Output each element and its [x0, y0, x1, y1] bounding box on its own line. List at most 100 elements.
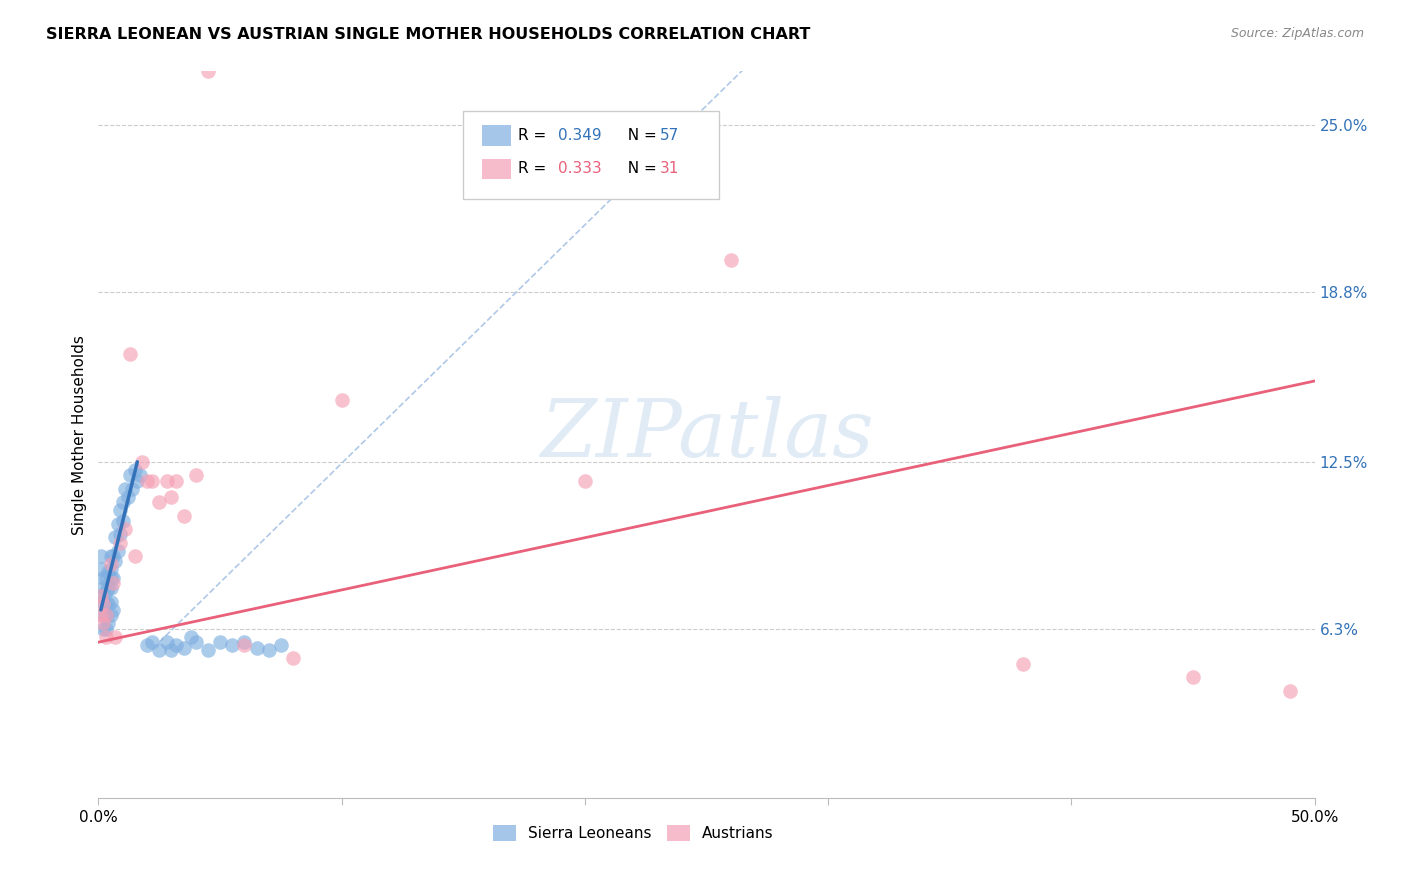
Text: Source: ZipAtlas.com: Source: ZipAtlas.com: [1230, 27, 1364, 40]
Point: [111, 514, 134, 528]
Point: [221, 638, 243, 652]
Point: [101, 576, 124, 591]
Text: 0.333: 0.333: [558, 161, 602, 177]
Point: [110, 527, 132, 541]
Point: [184, 635, 207, 649]
Point: [94, 570, 117, 584]
Point: [94, 630, 117, 644]
Point: [173, 508, 195, 523]
Point: [91, 570, 114, 584]
Point: [574, 474, 596, 488]
Point: [94, 584, 117, 599]
Point: [1279, 683, 1302, 698]
Point: [91, 616, 114, 631]
Point: [330, 392, 353, 407]
Point: [97, 598, 120, 612]
Point: [128, 468, 150, 483]
Point: [180, 630, 202, 644]
Point: [124, 463, 146, 477]
Point: [91, 595, 114, 609]
Point: [101, 570, 124, 584]
Point: [141, 635, 163, 649]
Text: 0.349: 0.349: [558, 128, 602, 143]
Point: [118, 347, 141, 361]
Text: ZIPatlas: ZIPatlas: [540, 396, 873, 474]
Point: [197, 643, 219, 657]
Text: SIERRA LEONEAN VS AUSTRIAN SINGLE MOTHER HOUSEHOLDS CORRELATION CHART: SIERRA LEONEAN VS AUSTRIAN SINGLE MOTHER…: [46, 27, 811, 42]
Point: [118, 468, 141, 483]
Point: [127, 474, 149, 488]
Y-axis label: Single Mother Households: Single Mother Households: [72, 334, 87, 535]
Point: [91, 598, 114, 612]
FancyBboxPatch shape: [481, 125, 510, 145]
FancyBboxPatch shape: [464, 112, 718, 199]
Point: [97, 582, 120, 596]
Point: [124, 549, 146, 563]
Point: [104, 554, 127, 568]
Point: [136, 638, 159, 652]
Point: [100, 608, 122, 623]
Point: [94, 595, 117, 609]
Point: [91, 622, 114, 636]
Point: [90, 590, 112, 604]
Point: [165, 474, 187, 488]
Point: [110, 535, 132, 549]
Point: [97, 616, 120, 631]
Point: [94, 622, 117, 636]
Point: [104, 630, 127, 644]
Text: R =: R =: [517, 161, 551, 177]
Point: [94, 608, 117, 623]
Point: [233, 638, 256, 652]
Point: [155, 474, 177, 488]
Text: 57: 57: [661, 128, 679, 143]
Text: 31: 31: [661, 161, 679, 177]
Point: [1182, 670, 1205, 684]
Point: [100, 549, 122, 563]
Point: [100, 595, 122, 609]
Point: [90, 608, 112, 623]
Point: [91, 608, 114, 623]
Point: [197, 64, 219, 78]
Point: [117, 490, 139, 504]
Point: [101, 603, 124, 617]
Text: R =: R =: [517, 128, 551, 143]
Point: [173, 640, 195, 655]
Point: [100, 557, 122, 571]
Point: [100, 570, 122, 584]
Point: [257, 643, 280, 657]
Text: N =: N =: [617, 128, 661, 143]
Point: [245, 640, 267, 655]
Point: [97, 565, 120, 579]
Point: [114, 522, 136, 536]
Point: [100, 582, 122, 596]
Point: [720, 252, 742, 267]
Point: [107, 516, 129, 531]
Point: [114, 482, 136, 496]
Point: [160, 490, 183, 504]
Point: [100, 562, 122, 576]
Point: [91, 582, 114, 596]
Point: [165, 638, 187, 652]
Point: [155, 635, 177, 649]
Point: [121, 482, 143, 496]
Point: [148, 495, 170, 509]
Point: [101, 549, 124, 563]
Text: N =: N =: [617, 161, 661, 177]
Point: [184, 468, 207, 483]
Point: [141, 474, 163, 488]
Point: [110, 503, 132, 517]
FancyBboxPatch shape: [481, 159, 510, 179]
Point: [209, 635, 232, 649]
Legend: Sierra Leoneans, Austrians: Sierra Leoneans, Austrians: [486, 819, 780, 847]
Point: [1011, 657, 1033, 671]
Point: [107, 543, 129, 558]
Point: [233, 635, 256, 649]
Point: [131, 455, 153, 469]
Point: [270, 638, 292, 652]
Point: [160, 643, 183, 657]
Point: [90, 590, 112, 604]
Point: [136, 474, 159, 488]
Point: [104, 530, 127, 544]
Point: [94, 608, 117, 623]
Point: [148, 643, 170, 657]
